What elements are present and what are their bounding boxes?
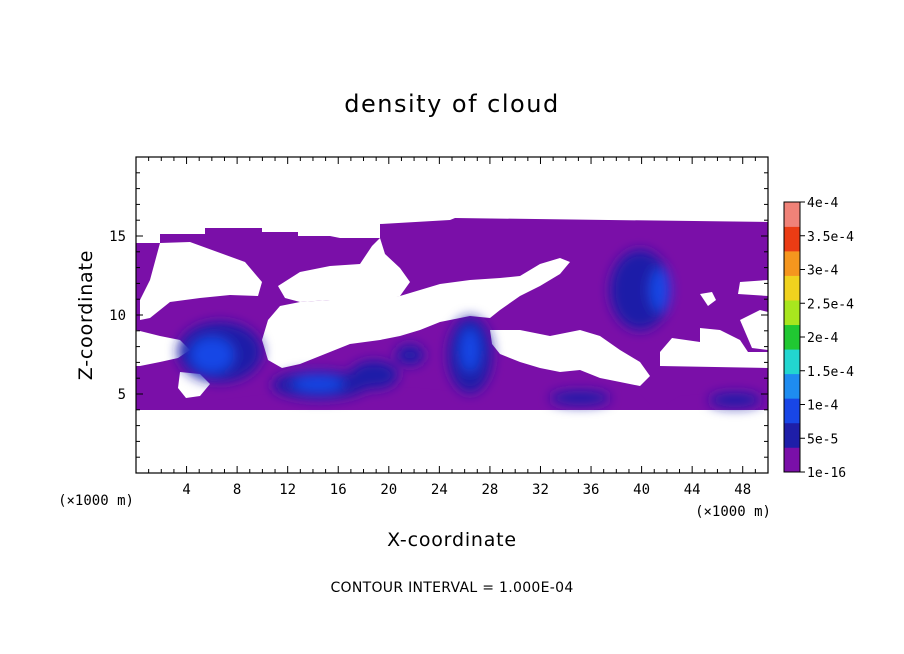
y-axis-label: Z-coordinate (75, 250, 97, 380)
y-tick-labels: 5 10 15 (109, 229, 126, 403)
x-tick-label: 20 (380, 482, 397, 498)
y-tick-label: 5 (118, 387, 126, 403)
x-tick-label: 44 (684, 482, 701, 498)
colorbar-swatch (784, 275, 800, 301)
colorbar-swatch (784, 422, 800, 448)
x-tick-label: 4 (182, 482, 190, 498)
x-tick-label: 32 (532, 482, 549, 498)
x-axis-label: X-coordinate (387, 529, 517, 551)
y-tick-label: 15 (109, 229, 126, 245)
x-tick-label: 40 (633, 482, 650, 498)
colorbar-tick-label: 5e-5 (807, 432, 838, 447)
colorbar-tick-label: 4e-4 (807, 196, 838, 211)
colorbar-swatch (784, 398, 800, 424)
colorbar-tick-label: 1.5e-4 (807, 365, 854, 380)
cloud-gaps (136, 238, 768, 398)
colorbar-tick-label: 1e-4 (807, 399, 838, 414)
y-tick-label: 10 (109, 308, 126, 324)
colorbar-tick-label: 1e-16 (807, 466, 846, 481)
x-tick-label: 16 (330, 482, 347, 498)
x-unit-left: (×1000 m) (58, 493, 134, 509)
colorbar-swatch (784, 300, 800, 326)
x-tick-labels: 4 8 12 16 20 24 28 32 36 40 44 48 (182, 482, 751, 498)
cloud-field (136, 218, 768, 410)
x-unit-right: (×1000 m) (695, 504, 771, 520)
x-tick-label: 28 (481, 482, 498, 498)
colorbar-swatch (784, 226, 800, 252)
x-tick-label: 12 (279, 482, 296, 498)
chart-title: density of cloud (344, 90, 559, 118)
colorbar-swatch (784, 324, 800, 350)
x-tick-label: 36 (583, 482, 600, 498)
axis-ticks (136, 157, 768, 473)
plot-area (135, 156, 769, 474)
colorbar-swatch (784, 373, 800, 399)
colorbar-tick-label: 3e-4 (807, 264, 838, 279)
colorbar-labels: 1e-16 5e-5 1e-4 1.5e-4 2e-4 2.5e-4 3e-4 3.5e-4 4… (800, 196, 854, 481)
colorbar-swatch (784, 349, 800, 375)
contour-interval-note: CONTOUR INTERVAL = 1.000E-04 (330, 580, 573, 596)
colorbar (783, 201, 801, 473)
x-tick-label: 8 (233, 482, 241, 498)
colorbar-tick-label: 2e-4 (807, 331, 838, 346)
x-tick-label: 24 (431, 482, 448, 498)
cloud-dense-regions (178, 250, 761, 407)
colorbar-swatch (784, 202, 800, 227)
colorbar-tick-label: 2.5e-4 (807, 297, 854, 312)
colorbar-tick-label: 3.5e-4 (807, 230, 854, 245)
x-tick-label: 48 (734, 482, 751, 498)
colorbar-swatch (784, 251, 800, 276)
colorbar-swatch (784, 447, 800, 473)
